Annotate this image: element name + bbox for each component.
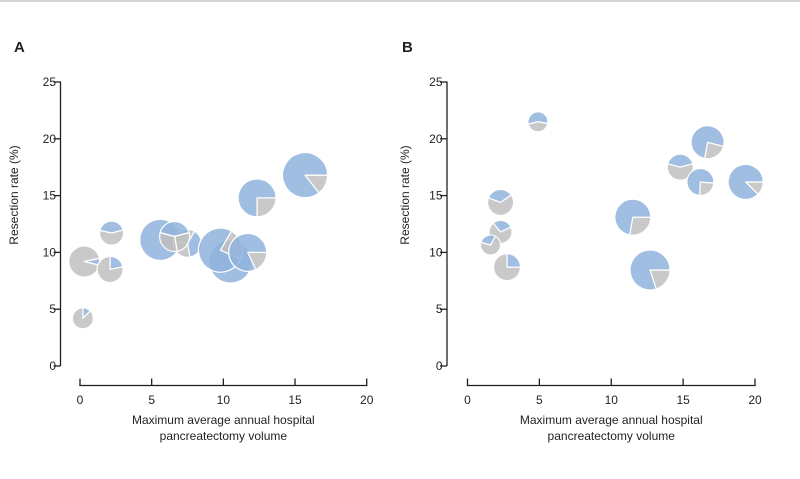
pie-marker-slice-blue	[527, 111, 549, 125]
y-tick-label: 25	[43, 75, 57, 89]
y-tick-label: 25	[429, 75, 443, 89]
pie-marker-slice-blue	[667, 153, 694, 168]
x-tick-label: 20	[748, 393, 762, 407]
x-tick-label: 15	[288, 393, 302, 407]
pie-marker-slice-blue	[159, 220, 190, 238]
pie-marker-slice-gray	[256, 197, 277, 218]
y-tick-label: 15	[43, 189, 57, 203]
x-tick-label: 10	[217, 393, 231, 407]
pie-marker-slice-gray	[699, 181, 715, 197]
x-tick-label: 15	[676, 393, 690, 407]
pie-marker-slice-blue	[686, 167, 715, 197]
pie-marker-slice-gray	[487, 194, 515, 216]
y-tick-label: 5	[49, 302, 56, 316]
y-axis-title: Resection rate (%)	[398, 145, 412, 244]
y-tick-label: 10	[429, 245, 443, 259]
y-tick-label: 10	[43, 245, 57, 259]
top-border	[0, 0, 800, 2]
y-tick-label: 15	[429, 189, 443, 203]
pie-marker-slice-gray	[96, 255, 124, 284]
pie-marker-slice-gray	[68, 245, 101, 278]
x-axis-title-line1: Maximum average annual hospital	[520, 413, 703, 427]
pie-marker-slice-blue	[237, 178, 277, 218]
x-axis-title-line1: Maximum average annual hospital	[132, 413, 315, 427]
pie-marker-slice-blue	[506, 253, 522, 268]
pie-marker-slice-gray	[527, 121, 549, 133]
pie-marker-slice-blue	[727, 163, 764, 201]
x-tick-label: 0	[77, 393, 84, 407]
y-tick-label: 0	[49, 359, 56, 373]
x-tick-label: 10	[605, 393, 619, 407]
panel-label-b: B	[402, 39, 414, 56]
pie-marker-slice-blue	[281, 152, 329, 199]
x-tick-label: 5	[536, 393, 543, 407]
y-tick-label: 0	[436, 359, 443, 373]
pie-marker-slice-gray	[629, 216, 652, 236]
panel-label-a: A	[14, 39, 26, 56]
x-tick-label: 20	[360, 393, 374, 407]
x-tick-label: 5	[148, 393, 155, 407]
pie-marker-slice-gray	[479, 235, 502, 256]
pie-marker-slice-blue	[614, 198, 652, 236]
pie-marker-slice-blue	[487, 188, 512, 204]
pie-marker-slice-blue	[228, 232, 268, 272]
pie-marker-slice-blue	[99, 220, 124, 234]
x-axis-title-line2: pancreatectomy volume	[160, 429, 288, 443]
x-axis-title-line2: pancreatectomy volume	[548, 429, 676, 443]
x-tick-label: 0	[464, 393, 471, 407]
y-axis-title: Resection rate (%)	[7, 145, 21, 244]
y-tick-label: 5	[436, 302, 443, 316]
pie-marker-slice-gray	[71, 307, 94, 330]
pie-marker-slice-gray	[492, 253, 522, 282]
pie-marker-slice-blue	[629, 249, 671, 291]
pie-marker-slice-gray	[666, 163, 694, 181]
pie-marker-slice-blue	[197, 227, 242, 273]
pie-marker-slice-gray	[98, 229, 125, 246]
pie-marker-slice-gray	[159, 232, 178, 253]
y-tick-label: 20	[43, 132, 57, 146]
y-tick-label: 20	[429, 132, 443, 146]
pie-marker-slice-blue	[690, 125, 725, 160]
